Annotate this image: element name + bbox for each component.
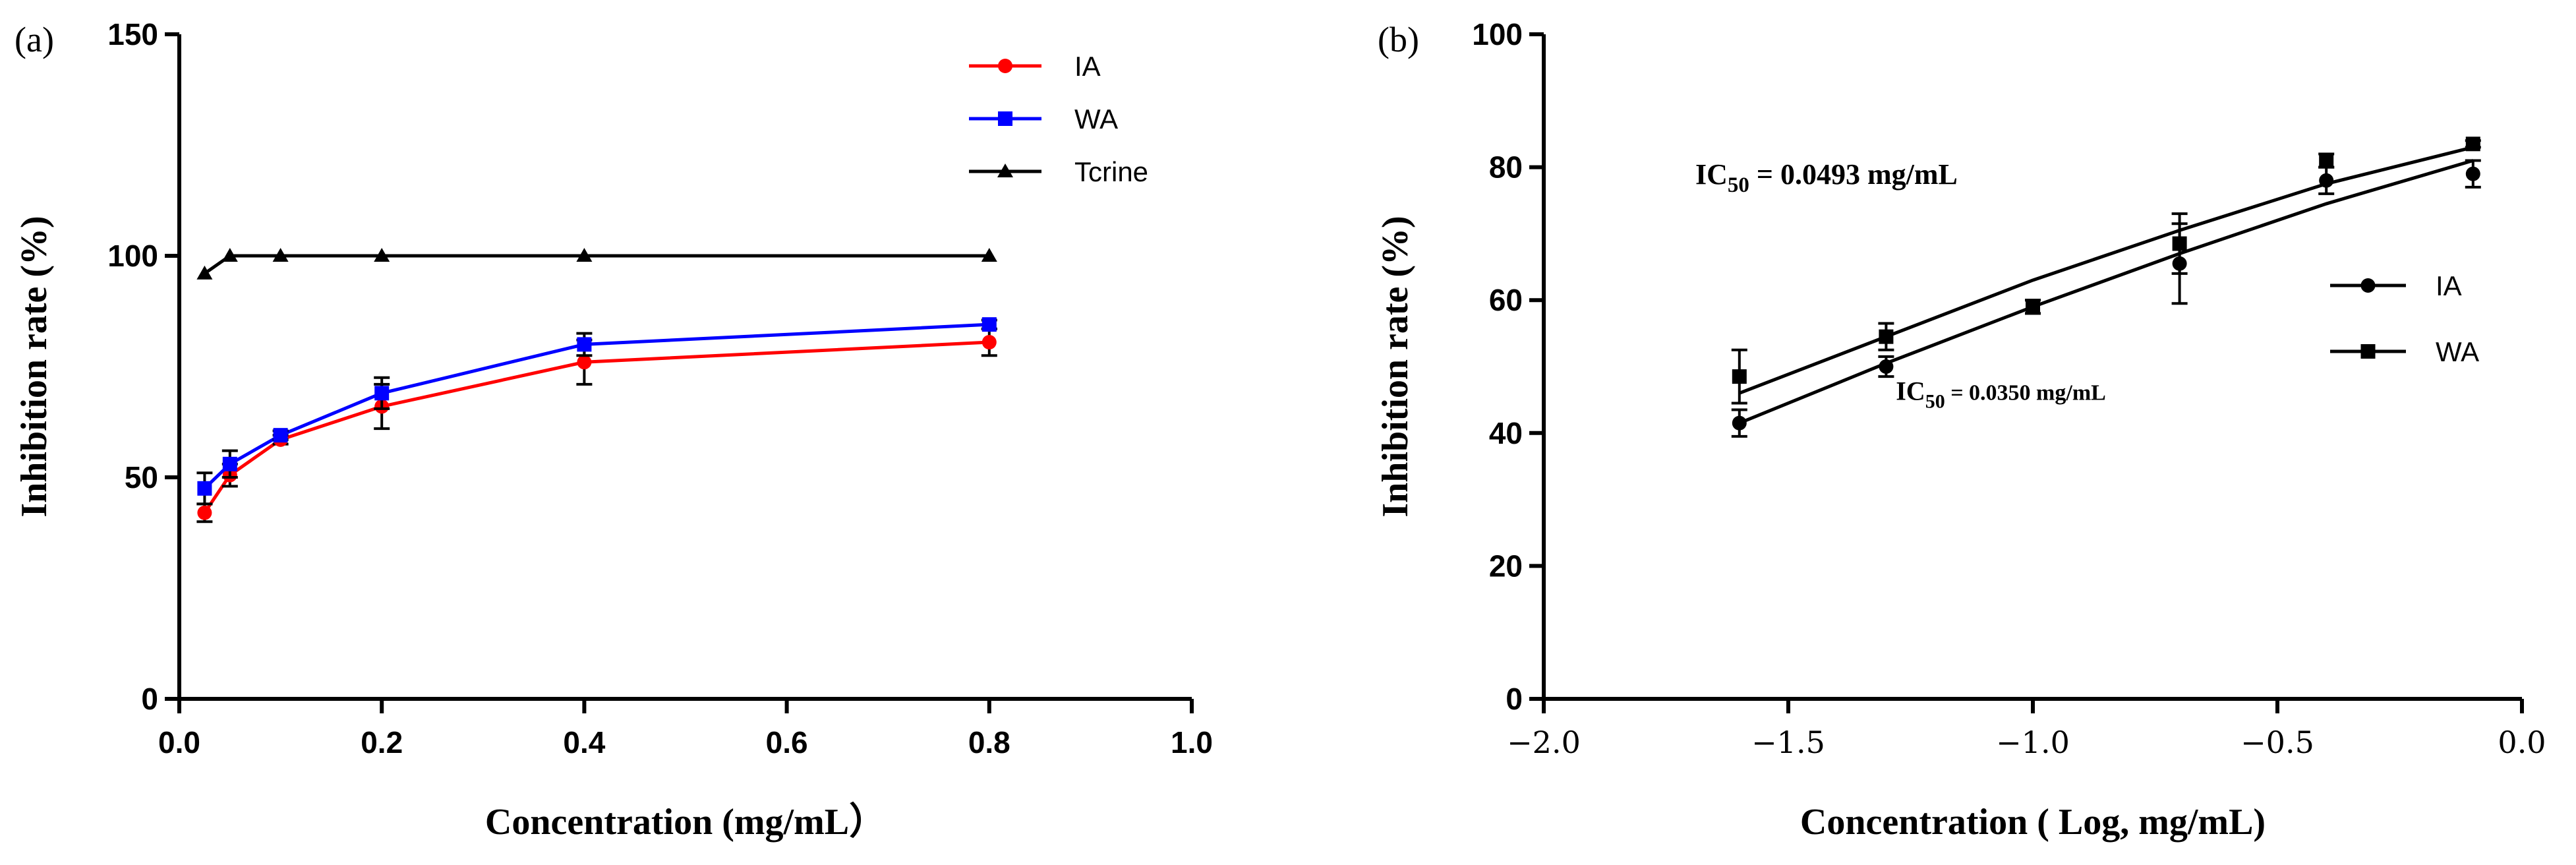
y-tick-label: 150 xyxy=(107,17,158,51)
fit-curve xyxy=(1738,159,2474,425)
data-point xyxy=(1879,329,1894,344)
y-tick-label: 60 xyxy=(1489,283,1523,317)
y-axis-label: Inhibition rate (%) xyxy=(14,216,55,517)
x-tick-label: −0.5 xyxy=(2240,725,2314,760)
legend-entry-ia: IA xyxy=(2330,270,2462,301)
legend-marker xyxy=(998,59,1012,73)
y-axis-label: Inhibition rate (%) xyxy=(1375,216,1416,517)
y-tick-label: 100 xyxy=(1472,17,1523,51)
x-tick-label: 0.0 xyxy=(158,725,200,760)
legend-marker xyxy=(2360,344,2376,359)
y-tick-label: 0 xyxy=(141,682,158,716)
series-ia xyxy=(196,327,997,523)
data-point xyxy=(2465,136,2480,152)
data-point xyxy=(981,248,997,262)
x-tick-label: 0.4 xyxy=(563,725,605,760)
series-wa xyxy=(196,317,997,506)
y-tick-label: 20 xyxy=(1489,549,1523,583)
data-point xyxy=(222,456,237,471)
x-axis-label: Concentration ( Log, mg/mL) xyxy=(1800,802,2266,843)
ic50-text-part: IC xyxy=(1695,158,1728,191)
legend-label: WA xyxy=(2436,336,2479,367)
fit-curve xyxy=(1738,145,2474,395)
series-line xyxy=(203,340,989,514)
x-tick-label: −1.5 xyxy=(1751,725,1825,760)
legend-label: IA xyxy=(2436,270,2462,301)
legend-label: WA xyxy=(1074,104,1118,134)
chart-panel-b: 0 20 40 60 80 100 −2.0 −1.5 −1.0 −0.5 0.0 Concentra… xyxy=(1375,17,2546,843)
series-wa xyxy=(1731,136,2481,405)
x-tick-label: 0.2 xyxy=(361,725,403,760)
ic50-text-part: = 0.0350 mg/mL xyxy=(1945,380,2106,405)
y-tick-label: 80 xyxy=(1489,150,1523,185)
legend-marker xyxy=(998,111,1012,126)
ic50-annotation: IC50 = 0.0493 mg/mL xyxy=(1695,158,1958,197)
data-point xyxy=(2319,153,2334,168)
ic50-text-part: = 0.0493 mg/mL xyxy=(1749,158,1958,191)
ic50-text-part: 50 xyxy=(1925,390,1945,412)
ic50-text-part: IC xyxy=(1896,376,1925,405)
legend-marker xyxy=(997,164,1013,177)
data-point xyxy=(197,505,212,520)
legend-entry-tcrine: Tcrine xyxy=(969,156,1148,187)
data-point xyxy=(196,265,213,280)
data-point xyxy=(577,355,592,370)
data-point xyxy=(1732,369,1747,384)
x-tick-label: −2.0 xyxy=(1507,725,1581,760)
legend-label: Tcrine xyxy=(1074,156,1148,187)
x-tick-label: 0.0 xyxy=(2498,725,2546,760)
panel-label: (b) xyxy=(1378,20,1419,59)
data-point xyxy=(981,335,997,350)
data-point xyxy=(1879,359,1894,374)
x-tick-label: 1.0 xyxy=(1171,725,1213,760)
series-ia xyxy=(1731,159,2481,438)
data-point xyxy=(273,428,288,443)
data-point xyxy=(2026,299,2040,314)
data-point xyxy=(2465,166,2480,181)
panel-label: (a) xyxy=(15,20,54,59)
data-point xyxy=(981,317,997,332)
chart-panel-a: 0 50 100 150 0.0 0.2 0.4 0.6 0.8 1.0 Concentration… xyxy=(14,17,1213,843)
y-tick-label: 100 xyxy=(107,239,158,273)
data-point xyxy=(374,248,390,262)
data-point xyxy=(374,386,390,401)
data-point xyxy=(1732,415,1747,431)
x-tick-label: 0.8 xyxy=(968,725,1010,760)
data-point xyxy=(221,248,238,262)
legend-entry-wa: WA xyxy=(969,104,1118,134)
ic50-text-part: 50 xyxy=(1728,173,1749,197)
legend-entry-wa: WA xyxy=(2330,336,2479,367)
x-tick-label: −1.0 xyxy=(1996,725,2070,760)
x-tick-label: 0.6 xyxy=(766,725,808,760)
data-point xyxy=(2172,236,2187,251)
data-point xyxy=(197,481,212,496)
y-tick-label: 50 xyxy=(125,460,158,494)
series-line xyxy=(203,254,989,275)
y-tick-label: 0 xyxy=(1506,682,1523,716)
x-axis-label: Concentration (mg/mL） xyxy=(485,801,886,843)
y-tick-label: 40 xyxy=(1489,416,1523,450)
legend-marker xyxy=(2360,278,2376,293)
legend-label: IA xyxy=(1074,51,1101,82)
data-point xyxy=(577,337,592,352)
data-point xyxy=(576,248,593,262)
data-point xyxy=(272,248,289,262)
series-tcrine xyxy=(196,248,997,280)
legend-entry-ia: IA xyxy=(969,51,1101,82)
ic50-annotation: IC50 = 0.0350 mg/mL xyxy=(1896,376,2106,412)
